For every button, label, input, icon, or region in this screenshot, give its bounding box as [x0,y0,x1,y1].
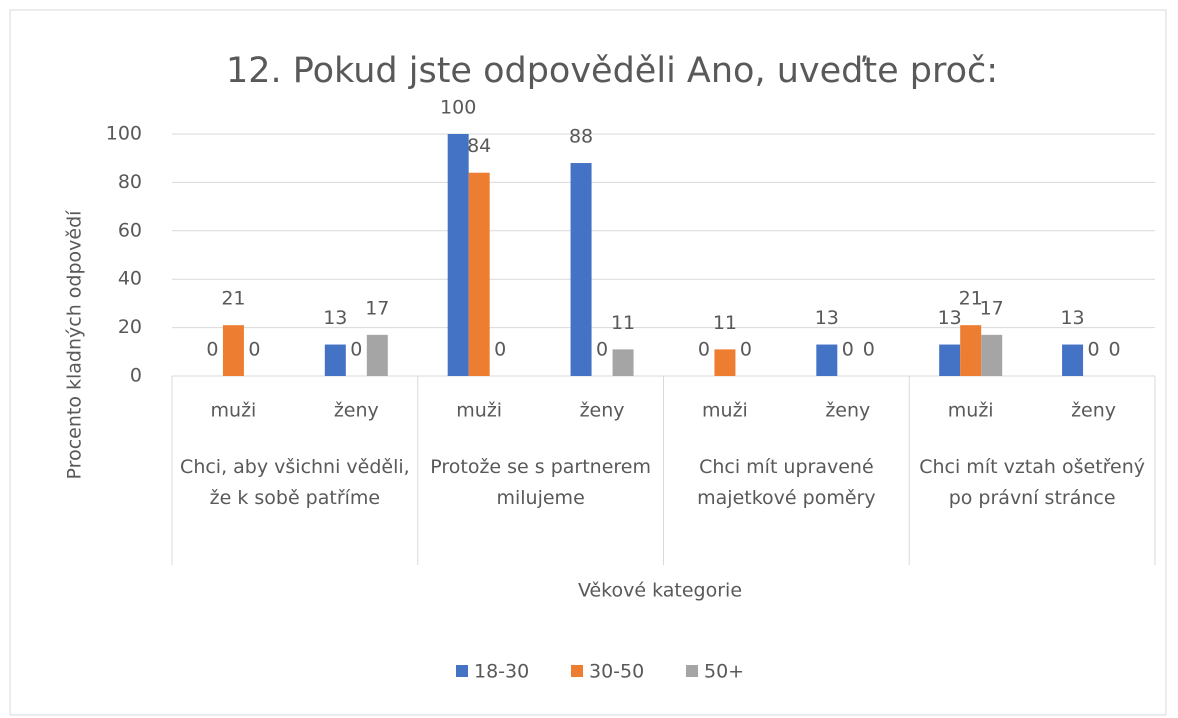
data-label: 0 [248,339,260,361]
chart-title: 12. Pokud jste odpověděli Ano, uveďte pr… [226,51,998,91]
bar [366,334,388,376]
data-label: 0 [596,339,608,361]
y-tick-label: 60 [118,219,142,241]
bar [468,172,490,376]
bar [612,349,634,376]
legend-swatch [571,665,583,677]
bar [447,134,469,376]
bar [1062,344,1084,376]
legend-label: 18-30 [474,661,529,683]
data-label: 11 [713,312,737,334]
group-label: Chci mít vztah ošetřený po právní stránc… [919,456,1146,509]
y-tick-label: 80 [118,171,142,193]
data-label: 0 [863,339,875,361]
x-tick-label: muži [948,400,994,422]
bar [714,349,736,376]
data-label: 13 [938,307,962,329]
legend-label: 30-50 [589,661,644,683]
legend-swatch [686,665,698,677]
group-label-box: Chci mít upravené majetkové poměry [697,456,876,509]
bar [981,334,1003,376]
group-label-box: Chci, aby všichni věděli, že k sobě patř… [180,456,410,509]
y-tick-label: 20 [118,316,142,338]
bar [570,163,592,376]
data-label: 0 [698,339,710,361]
data-label: 21 [959,288,983,310]
group-label: Protože se s partnerem milujeme [430,456,652,509]
y-axis-title: Procento kladných odpovědí [64,210,86,480]
x-tick-label: muži [211,400,257,422]
data-label: 17 [980,297,1004,319]
y-tick-label: 0 [130,365,142,387]
data-label: 13 [323,307,347,329]
data-label: 0 [1109,339,1121,361]
x-tick-label: ženy [1071,400,1116,422]
y-tick-label: 100 [106,123,142,145]
x-axis-title: Věkové kategorie [578,580,742,602]
data-label: 13 [1060,307,1084,329]
bar [324,344,346,376]
x-tick-label: ženy [825,400,870,422]
x-tick-label: muži [702,400,748,422]
bar [939,344,961,376]
x-tick-label: ženy [580,400,625,422]
x-tick-label: muži [456,400,502,422]
data-label: 11 [611,312,635,334]
data-label: 0 [494,339,506,361]
group-label-box: Protože se s partnerem milujeme [430,456,652,509]
data-label: 0 [842,339,854,361]
group-label-box: Chci mít vztah ošetřený po právní stránc… [919,456,1146,509]
group-label: Chci, aby všichni věděli, že k sobě patř… [180,456,410,509]
data-label: 84 [467,135,491,157]
data-label: 13 [815,307,839,329]
legend-swatch [456,665,468,677]
data-label: 17 [365,297,389,319]
data-label: 0 [350,339,362,361]
x-tick-label: ženy [334,400,379,422]
data-label: 21 [221,288,245,310]
data-label: 0 [1088,339,1100,361]
group-label: Chci mít upravené majetkové poměry [697,456,876,509]
data-label: 88 [569,126,593,148]
bar [222,325,244,376]
data-label: 100 [440,97,476,119]
bar [816,344,838,376]
data-label: 0 [206,339,218,361]
data-label: 0 [740,339,752,361]
legend-label: 50+ [704,661,744,683]
y-tick-label: 40 [118,268,142,290]
bar [960,325,982,376]
